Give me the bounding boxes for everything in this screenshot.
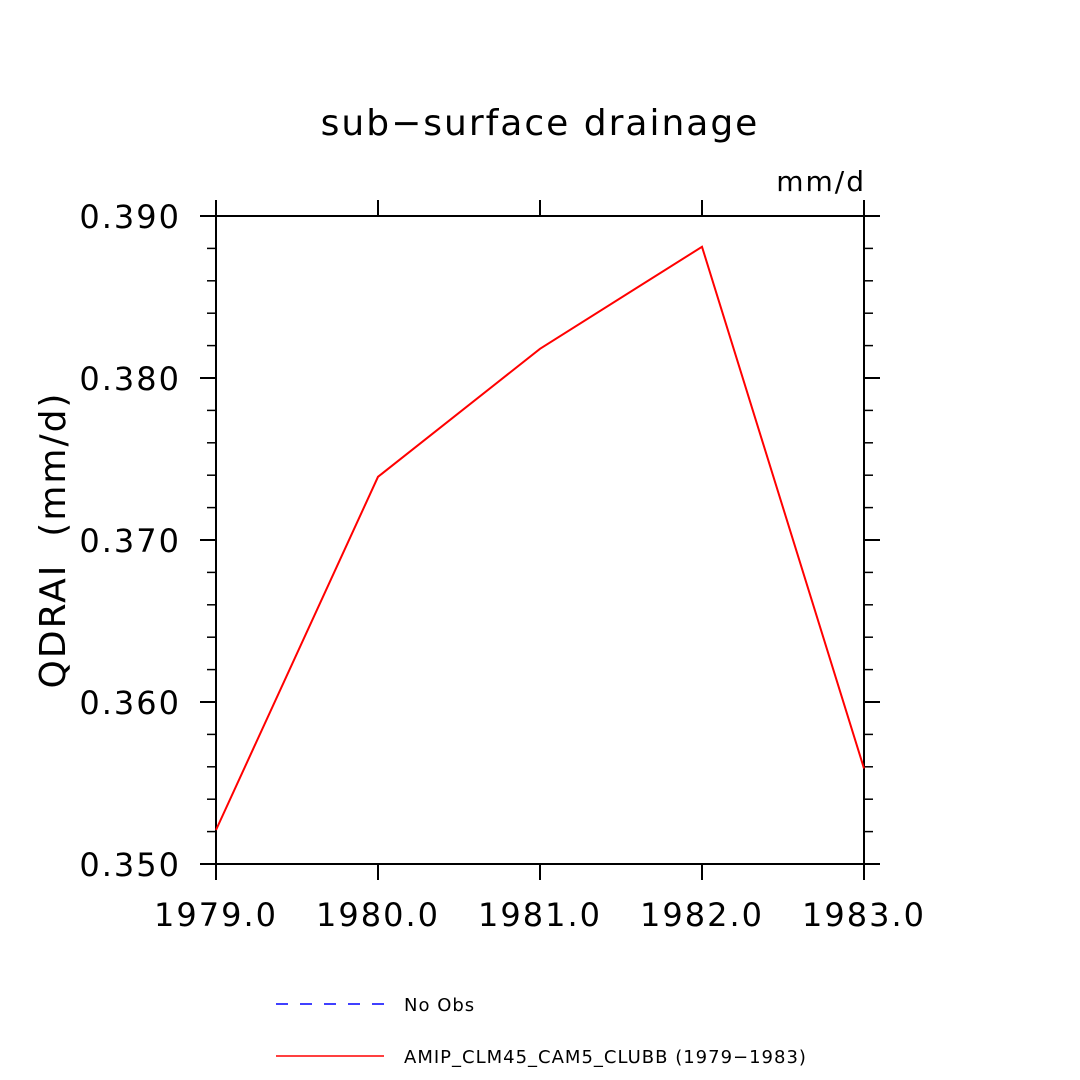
plot-frame bbox=[215, 215, 865, 865]
x-tick-label: 1981.0 bbox=[478, 896, 602, 934]
series-line bbox=[215, 245, 865, 831]
x-tick-label: 1979.0 bbox=[154, 896, 278, 934]
y-tick-label: 0.350 bbox=[79, 846, 181, 884]
legend: No Obs AMIP_CLM45_CAM5_CLUBB (1979−1983) bbox=[276, 995, 807, 1068]
y-axis-label: QDRAI (mm/d) bbox=[33, 392, 74, 689]
x-tick-label: 1982.0 bbox=[640, 896, 764, 934]
legend-label: No Obs bbox=[404, 995, 475, 1016]
series-layer bbox=[215, 245, 865, 831]
units-label: mm/d bbox=[776, 165, 866, 198]
y-tick-label: 0.360 bbox=[79, 684, 181, 722]
legend-label: AMIP_CLM45_CAM5_CLUBB (1979−1983) bbox=[404, 1047, 807, 1068]
x-tick-label: 1983.0 bbox=[802, 896, 926, 934]
x-tick-label: 1980.0 bbox=[316, 896, 440, 934]
y-tick-label: 0.370 bbox=[79, 522, 181, 560]
axes: 1979.0 1980.0 1981.0 1982.0 1983.0 0.350 0.360… bbox=[79, 198, 926, 934]
y-tick-label: 0.390 bbox=[79, 198, 181, 236]
y-tick-label: 0.380 bbox=[79, 360, 181, 398]
chart-title: sub−surface drainage bbox=[321, 103, 760, 144]
